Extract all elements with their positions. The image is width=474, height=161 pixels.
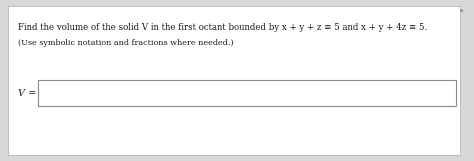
Text: V =: V = [18,89,36,98]
Text: Find the volume of the solid V in the first octant bounded by x + y + z ≡ 5 and : Find the volume of the solid V in the fi… [18,23,427,32]
Text: *: * [460,9,464,15]
Text: (Use symbolic notation and fractions where needed.): (Use symbolic notation and fractions whe… [18,39,234,47]
Bar [38,80,456,106]
